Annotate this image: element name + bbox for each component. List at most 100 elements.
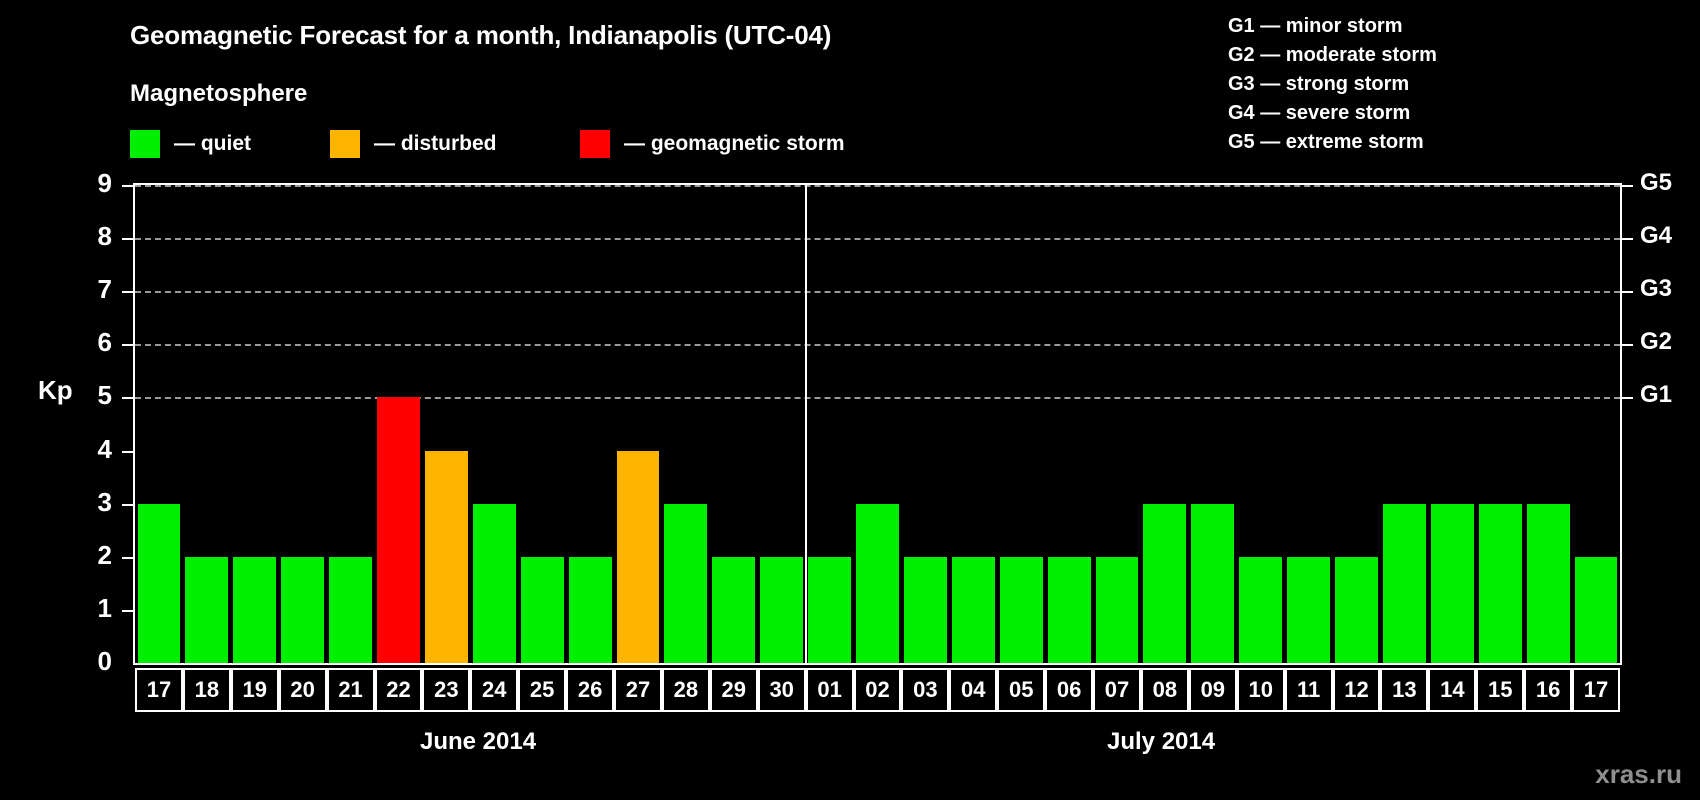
y-tick-mark-9 [122, 185, 133, 187]
bar-july-03 [903, 556, 947, 663]
date-label-june-25: 25 [518, 668, 567, 712]
date-label-july-03: 03 [901, 668, 950, 712]
date-label-june-18: 18 [182, 668, 231, 712]
date-label-july-16: 16 [1524, 668, 1573, 712]
legend-swatch-disturbed [330, 130, 360, 158]
g-tick-mark-G5 [1622, 185, 1633, 187]
date-label-july-08: 08 [1140, 668, 1189, 712]
date-label-july-05: 05 [997, 668, 1046, 712]
watermark: xras.ru [1595, 759, 1682, 789]
legend-item-disturbed: — disturbed [330, 130, 497, 158]
date-label-june-17: 17 [135, 668, 183, 712]
date-label-july-11: 11 [1284, 668, 1333, 712]
date-label-july-14: 14 [1428, 668, 1477, 712]
bar-june-29 [712, 556, 756, 663]
date-label-july-02: 02 [853, 668, 902, 712]
date-label-june-27: 27 [614, 668, 662, 712]
date-label-june-21: 21 [326, 668, 375, 712]
date-label-june-28: 28 [661, 668, 710, 712]
date-label-june-26: 26 [566, 668, 615, 712]
date-label-july-04: 04 [949, 668, 998, 712]
bar-june-17 [137, 503, 181, 663]
y-tick-mark-4 [122, 450, 133, 453]
date-label-july-09: 09 [1188, 668, 1237, 712]
plot-area [133, 183, 1622, 665]
y-tick-mark-7 [122, 291, 133, 294]
month-divider [804, 185, 807, 663]
gscale-legend: G1 — minor storm G2 — moderate storm G3 — … [1228, 12, 1437, 157]
bar-july-09 [1191, 503, 1235, 663]
y-tick-label-8: 8 [97, 221, 112, 252]
gridline-kp-6 [135, 344, 1620, 347]
bar-june-26 [568, 556, 612, 663]
bar-june-30 [760, 556, 804, 663]
date-label-july-10: 10 [1236, 668, 1285, 712]
y-tick-label-0: 0 [97, 646, 112, 676]
y-tick-mark-3 [122, 503, 133, 506]
bar-july-13 [1382, 503, 1426, 663]
bar-july-17 [1574, 556, 1618, 663]
bar-july-11 [1287, 556, 1331, 663]
y-tick-label-7: 7 [97, 274, 112, 305]
date-label-june-24: 24 [470, 668, 519, 712]
g-tick-mark-G4 [1622, 238, 1633, 241]
y-tick-label-5: 5 [97, 380, 112, 411]
legend-swatch-geomagnetic-storm [580, 130, 610, 158]
date-label-july-07: 07 [1093, 668, 1141, 712]
g-tick-mark-G3 [1622, 291, 1633, 294]
legend-label-quiet: — quiet [174, 132, 251, 155]
y-tick-mark-8 [122, 238, 133, 241]
y-axis-title: Kp [38, 375, 73, 405]
bar-july-14 [1430, 503, 1474, 663]
gscale-row-2: G2 — moderate storm [1228, 44, 1437, 66]
g-tick-mark-G1 [1622, 397, 1633, 400]
y-tick-label-2: 2 [97, 539, 112, 570]
gscale-row-1: G1 — minor storm [1228, 15, 1403, 37]
date-label-june-22: 22 [374, 668, 423, 712]
legend-label-geomagnetic-storm: — geomagnetic storm [624, 132, 845, 155]
bar-july-15 [1478, 503, 1522, 663]
g-tick-label-G2: G2 [1640, 328, 1673, 356]
y-tick-mark-1 [122, 609, 133, 612]
bar-june-24 [472, 503, 516, 663]
legend-item-geomagnetic-storm: — geomagnetic storm [580, 130, 845, 158]
bar-june-22 [377, 397, 420, 663]
bar-june-23 [424, 450, 468, 663]
date-label-july-06: 06 [1045, 668, 1094, 712]
legend-label-disturbed: — disturbed [374, 132, 497, 155]
y-tick-mark-2 [122, 556, 133, 559]
y-tick-label-3: 3 [97, 486, 112, 517]
g-tick-label-G1: G1 [1640, 381, 1673, 409]
date-label-june-19: 19 [230, 668, 279, 712]
bar-july-16 [1526, 503, 1570, 663]
bar-july-05 [999, 556, 1043, 663]
g-tick-label-G5: G5 [1640, 169, 1673, 196]
y-tick-label-4: 4 [97, 433, 112, 464]
bar-july-06 [1047, 556, 1091, 663]
y-tick-label-9: 9 [97, 168, 112, 198]
date-label-july-01: 01 [805, 668, 854, 712]
month-caption-1: June 2014 [420, 728, 537, 755]
bar-series [135, 185, 1620, 663]
bar-july-04 [951, 556, 995, 663]
date-label-july-17: 17 [1572, 668, 1620, 712]
date-label-june-29: 29 [709, 668, 758, 712]
bar-june-21 [329, 556, 372, 663]
legend-item-quiet: — quiet [130, 130, 251, 158]
y-tick-mark-6 [122, 344, 133, 347]
month-caption-2: July 2014 [1107, 728, 1216, 755]
date-label-june-30: 30 [757, 668, 806, 712]
bar-july-12 [1335, 556, 1378, 663]
date-label-july-12: 12 [1332, 668, 1381, 712]
gridline-kp-5 [135, 397, 1620, 400]
bar-july-02 [856, 503, 899, 663]
bar-july-01 [808, 556, 852, 663]
y-tick-mark-5 [122, 397, 133, 400]
bar-june-19 [233, 556, 277, 663]
bar-june-18 [185, 556, 229, 663]
date-label-june-20: 20 [278, 668, 327, 712]
legend-swatch-quiet [130, 130, 160, 158]
g-tick-mark-G2 [1622, 344, 1633, 347]
chart-subtitle: Magnetosphere [130, 80, 308, 107]
